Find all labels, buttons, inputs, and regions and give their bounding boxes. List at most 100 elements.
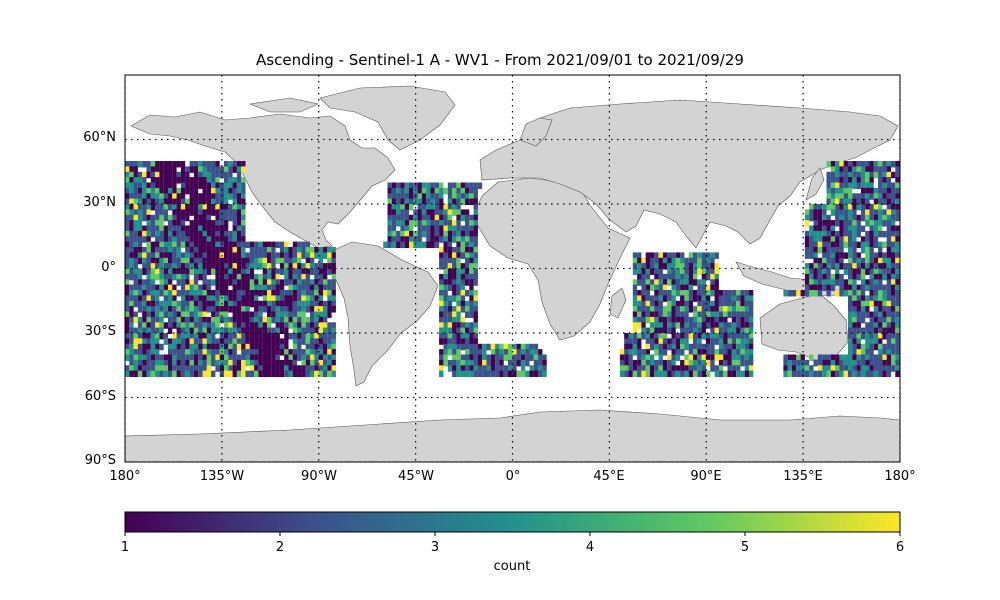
heatmap-cell: [133, 177, 138, 184]
heatmap-cell: [469, 327, 474, 335]
heatmap-cell: [125, 263, 130, 270]
heatmap-cell: [675, 263, 681, 270]
heatmap-cell: [249, 333, 255, 340]
heatmap-cell: [189, 204, 194, 211]
heatmap-cell: [662, 333, 668, 340]
heatmap-cell: [387, 214, 392, 222]
heatmap-cell: [206, 230, 212, 238]
heatmap-cell: [125, 247, 130, 254]
heatmap-cell: [525, 359, 530, 367]
heatmap-cell: [447, 225, 453, 232]
heatmap-cell: [267, 295, 272, 302]
heatmap-cell: [878, 370, 883, 378]
heatmap-cell: [245, 284, 250, 292]
heatmap-cell: [443, 343, 448, 351]
heatmap-cell: [697, 311, 702, 318]
heatmap-cell: [228, 252, 233, 259]
heatmap-cell: [219, 284, 224, 292]
heatmap-cell: [297, 268, 302, 275]
heatmap-cell: [848, 220, 853, 227]
heatmap-cell: [452, 359, 457, 367]
heatmap-cell: [301, 370, 306, 378]
heatmap-cell: [185, 171, 190, 179]
heatmap-cell: [650, 284, 655, 292]
heatmap-cell: [886, 327, 891, 335]
heatmap-cell: [288, 257, 293, 265]
heatmap-cell: [193, 279, 199, 286]
heatmap-cell: [284, 333, 289, 340]
heatmap-cell: [749, 365, 754, 372]
heatmap-cell: [275, 268, 280, 275]
heatmap-cell: [129, 171, 134, 179]
heatmap-cell: [159, 311, 164, 318]
heatmap-cell: [658, 333, 663, 340]
heatmap-cell: [882, 263, 887, 270]
heatmap-cell: [843, 241, 848, 249]
heatmap-cell: [628, 343, 633, 351]
heatmap-cell: [856, 273, 861, 281]
heatmap-cell: [439, 236, 444, 243]
heatmap-cell: [275, 257, 280, 265]
heatmap-cell: [142, 327, 147, 335]
heatmap-cell: [142, 268, 147, 275]
heatmap-cell: [211, 327, 216, 335]
heatmap-cell: [155, 193, 160, 200]
heatmap-cell: [439, 290, 444, 297]
heatmap-cell: [150, 343, 156, 351]
heatmap-cell: [693, 349, 698, 356]
heatmap-cell: [645, 263, 650, 270]
heatmap-cell: [206, 204, 212, 211]
heatmap-cell: [297, 322, 302, 329]
heatmap-cell: [168, 370, 173, 378]
heatmap-cell: [469, 214, 474, 222]
heatmap-cell: [159, 359, 164, 367]
heatmap-cell: [817, 273, 823, 281]
heatmap-cell: [654, 343, 659, 351]
heatmap-cell: [249, 359, 255, 367]
heatmap-cell: [482, 365, 487, 372]
heatmap-cell: [654, 257, 659, 265]
heatmap-cell: [473, 300, 478, 308]
heatmap-cell: [245, 306, 250, 313]
heatmap-cell: [155, 333, 160, 340]
heatmap-cell: [176, 257, 181, 265]
heatmap-cell: [267, 343, 272, 351]
heatmap-cell: [327, 322, 332, 329]
heatmap-cell: [645, 359, 650, 367]
heatmap-cell: [632, 333, 638, 340]
heatmap-cell: [452, 327, 457, 335]
heatmap-cell: [473, 209, 478, 216]
heatmap-cell: [456, 273, 461, 281]
heatmap-cell: [271, 306, 276, 313]
heatmap-cell: [146, 252, 151, 259]
australia-land: [759, 293, 849, 361]
heatmap-cell: [839, 182, 844, 189]
heatmap-cell: [180, 171, 186, 179]
heatmap-cell: [185, 365, 190, 372]
heatmap-cell: [163, 295, 168, 302]
heatmap-cell: [254, 359, 259, 367]
heatmap-cell: [684, 279, 689, 286]
heatmap-cell: [137, 306, 143, 313]
heatmap-cell: [202, 300, 207, 308]
heatmap-cell: [740, 349, 745, 356]
heatmap-cell: [744, 316, 749, 324]
heatmap-cell: [198, 204, 203, 211]
heatmap-cell: [305, 300, 310, 308]
heatmap-cell: [641, 349, 646, 356]
heatmap-cell: [662, 290, 668, 297]
heatmap-cell: [206, 241, 212, 249]
heatmap-cell: [189, 263, 194, 270]
heatmap-cell: [284, 343, 289, 351]
heatmap-cell: [882, 359, 887, 367]
madagascar-land: [609, 287, 627, 319]
heatmap-cell: [787, 370, 792, 378]
heatmap-cell: [434, 220, 440, 227]
heatmap-cell: [146, 273, 151, 281]
lat-label-eq: 0°: [101, 260, 116, 275]
heatmap-cell: [292, 295, 298, 302]
heatmap-cell: [193, 268, 199, 275]
heatmap-cell: [667, 263, 672, 270]
heatmap-cell: [417, 187, 422, 195]
heatmap-cell: [736, 322, 741, 329]
